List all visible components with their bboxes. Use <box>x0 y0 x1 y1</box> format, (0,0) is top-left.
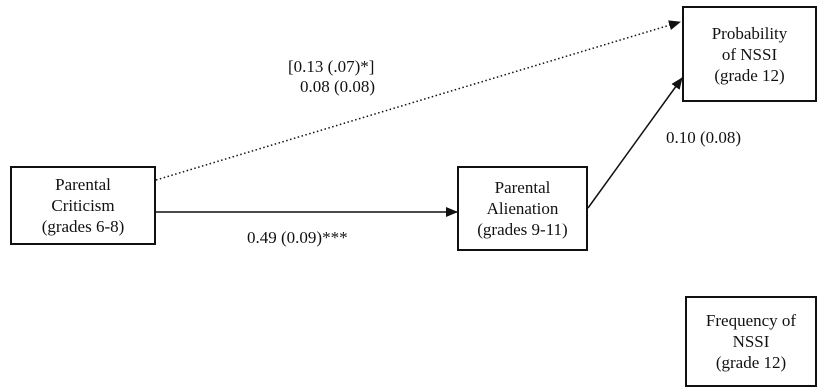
node-parental-alienation-line2: Alienation <box>486 199 559 218</box>
node-probability-of-nssi-line1: Probability <box>711 23 788 43</box>
path-label-criticism-to-prob-line2: 0.08 (0.08) <box>300 77 376 96</box>
node-probability-of-nssi-line2: of NSSI <box>721 44 778 64</box>
node-parental-alienation-line3: (grades 9-11) <box>477 220 568 239</box>
node-frequency-of-nssi-line3: (grade 12) <box>715 353 787 372</box>
node-probability-of-nssi-line3: (grade 12) <box>714 65 785 85</box>
path-label-criticism-to-prob-line1: [0.13 (.07)*] <box>288 57 375 76</box>
node-frequency-of-nssi-line1: Frequency of <box>705 311 797 330</box>
path-label-alienation-to-prob: 0.10 (0.08) <box>666 128 742 147</box>
path-label-criticism-to-alienation: 0.49 (0.09)*** <box>247 228 348 247</box>
node-parental-criticism-line3: (grades 6-8) <box>41 217 125 236</box>
node-probability-of-nssi: Probability of NSSI (grade 12) <box>682 6 817 102</box>
node-parental-alienation-line1: Parental <box>494 178 551 197</box>
arrow-alienation-to-prob-nssi <box>587 77 683 209</box>
node-frequency-of-nssi: Frequency of NSSI (grade 12) <box>685 296 817 387</box>
node-frequency-of-nssi-line2: NSSI <box>732 332 770 351</box>
node-parental-criticism-line1: Parental <box>55 175 111 194</box>
arrow-criticism-to-prob-nssi <box>155 20 681 181</box>
node-parental-criticism: Parental Criticism (grades 6-8) <box>10 166 156 245</box>
node-parental-criticism-line2: Criticism <box>51 196 115 215</box>
node-parental-alienation: Parental Alienation (grades 9-11) <box>457 166 588 251</box>
